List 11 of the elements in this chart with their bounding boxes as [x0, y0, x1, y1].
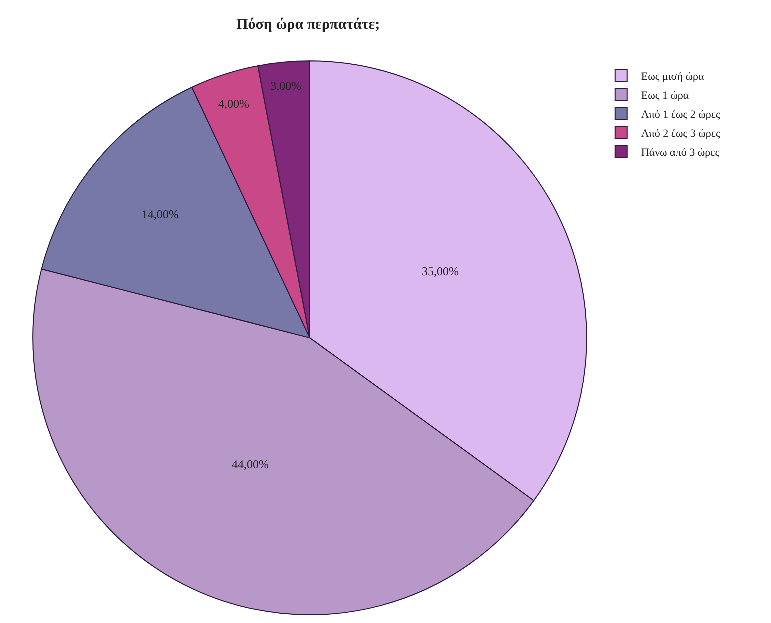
data-label: 3,00% [270, 79, 302, 94]
legend-label: Εως μισή ώρα [641, 70, 704, 83]
data-label: 44,00% [232, 457, 270, 472]
legend-label: Πάνω από 3 ώρες [641, 146, 720, 159]
legend-label: Από 1 έως 2 ώρες [641, 108, 721, 121]
data-label: 14,00% [142, 207, 179, 222]
legend-label: Από 2 έως 3 ώρες [641, 128, 721, 140]
legend-label: Εως 1 ώρα [641, 90, 690, 102]
chart-title: Πόση ώρα περπατάτε; [236, 17, 380, 34]
data-label: 4,00% [218, 97, 250, 112]
data-label: 35,00% [422, 264, 459, 279]
